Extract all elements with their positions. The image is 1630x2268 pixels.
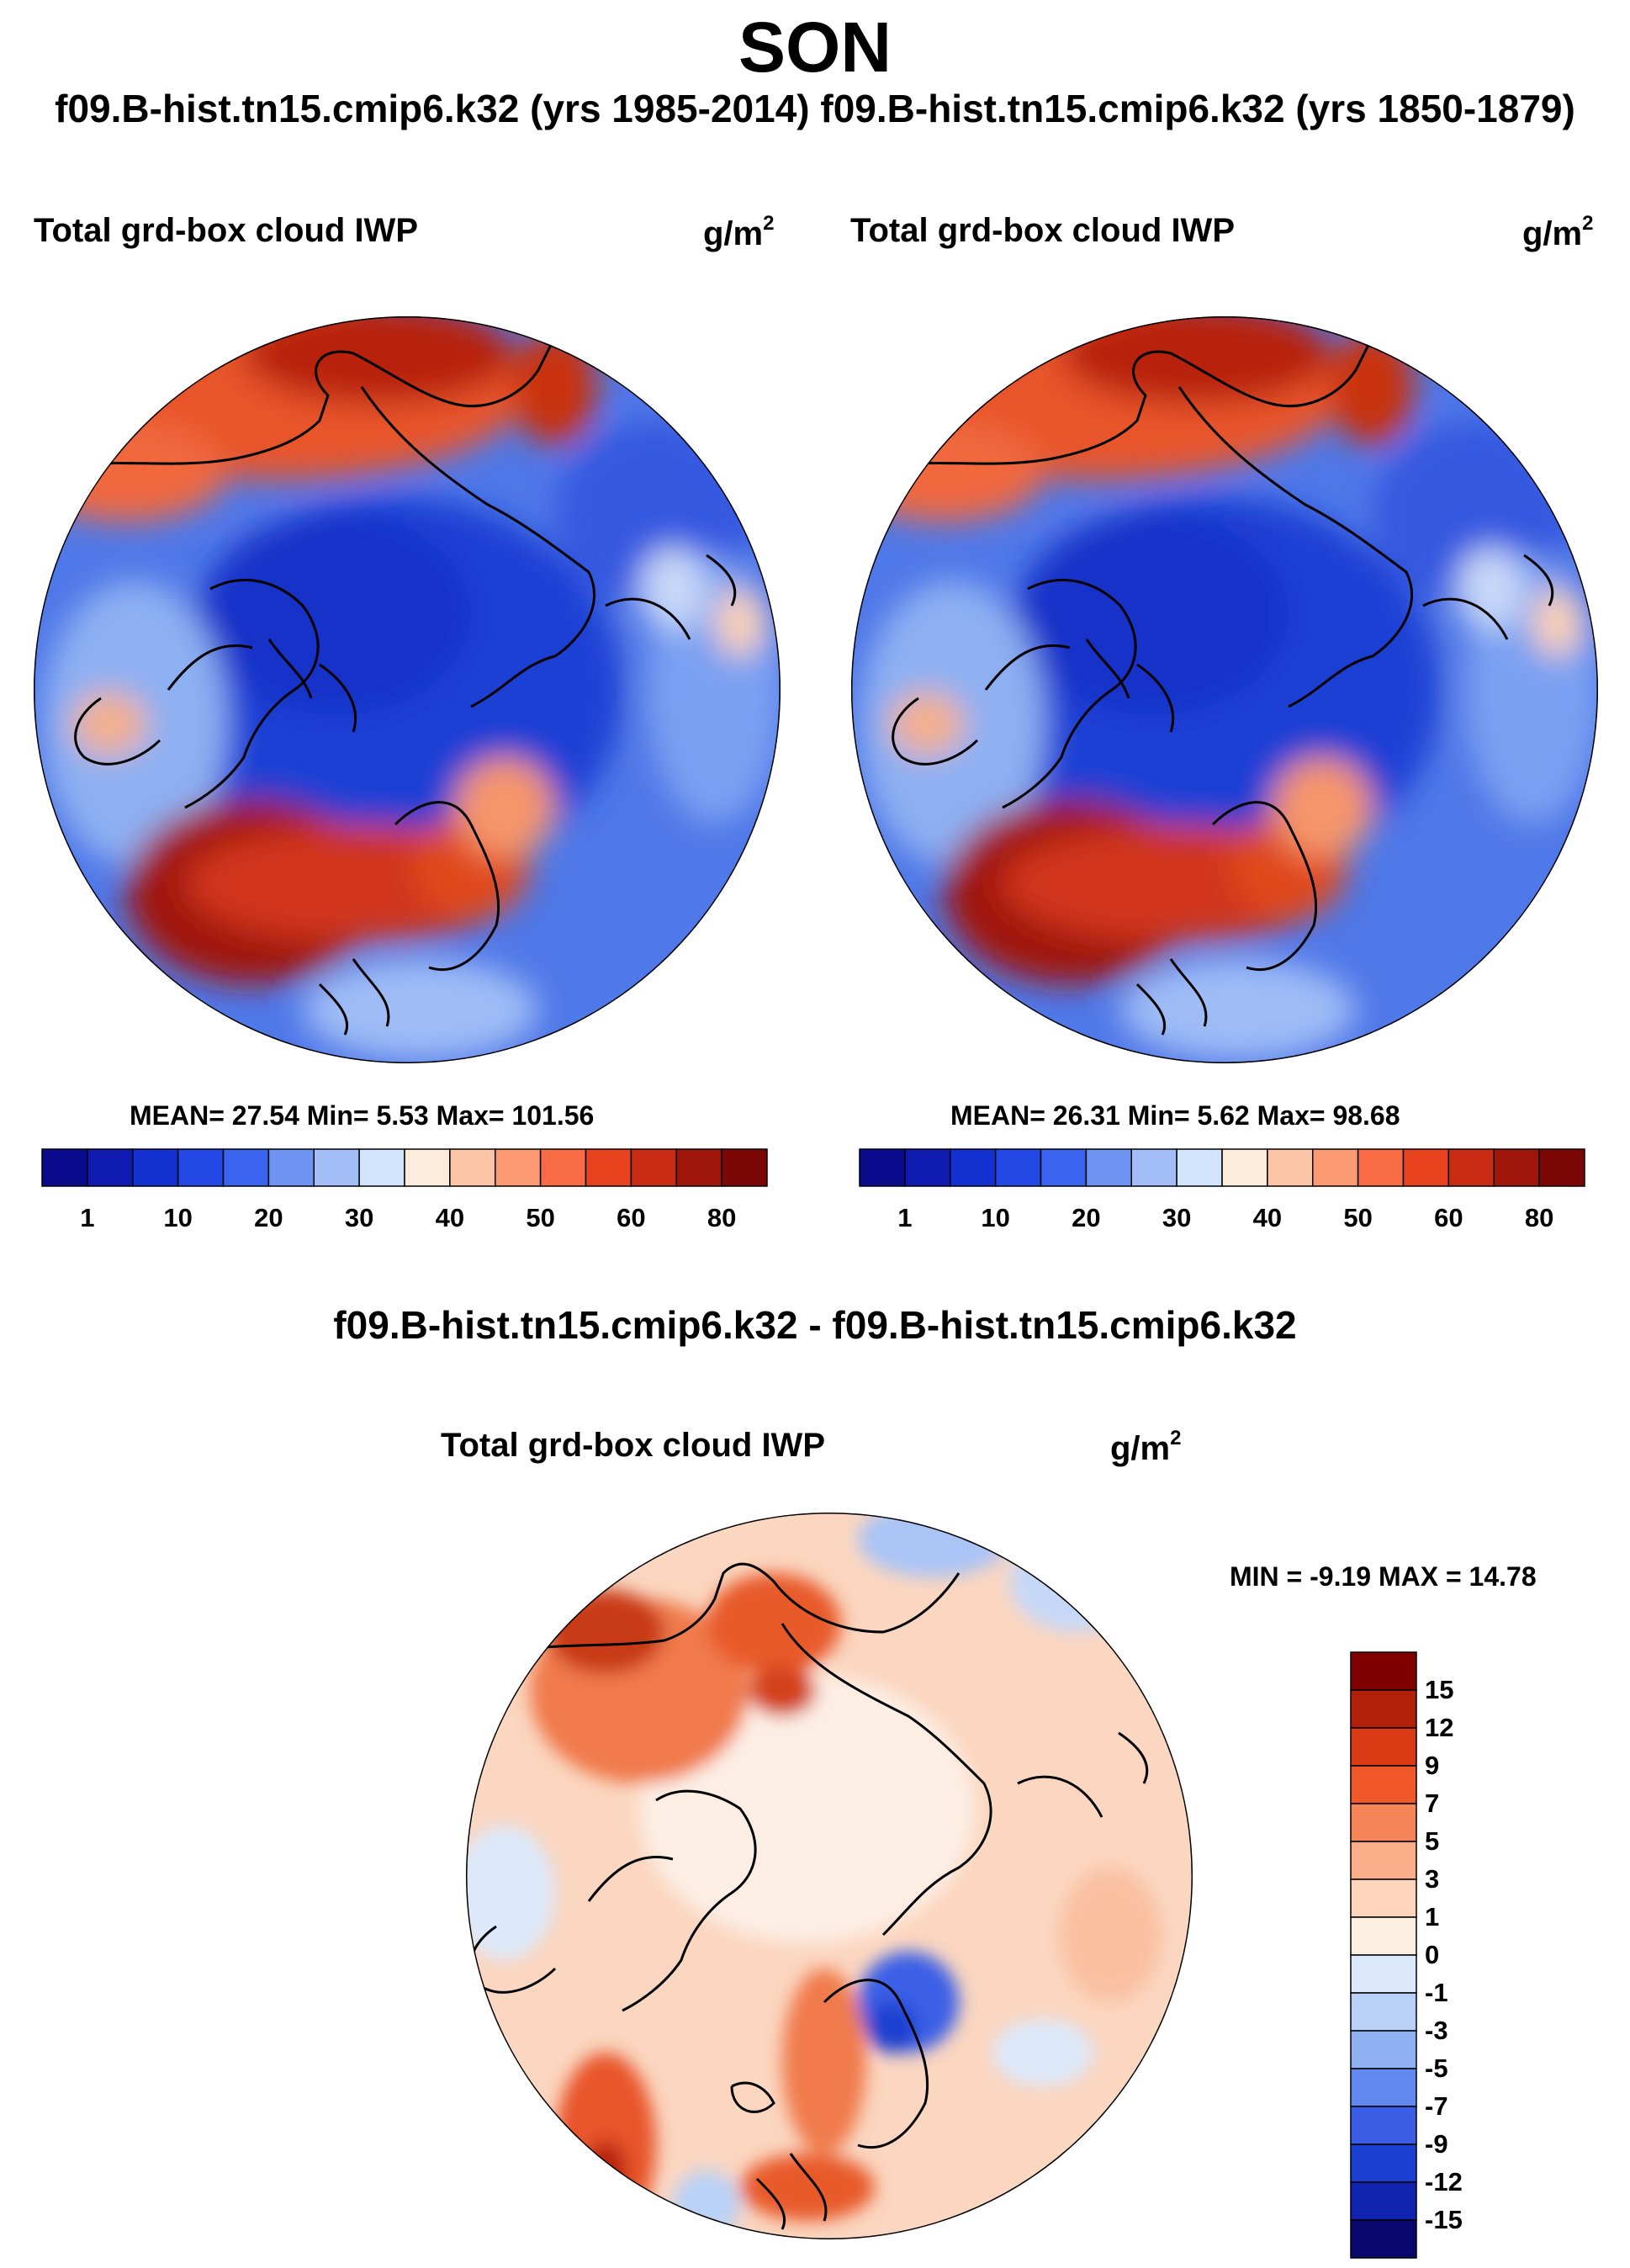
- colorbar-panel-2-label-1: 10: [981, 1203, 1010, 1232]
- colorbar-difference-label-3: 7: [1425, 1788, 1440, 1818]
- colorbar-panel-1-swatch-9: [449, 1148, 496, 1187]
- colorbar-panel-1-label-5: 50: [526, 1203, 555, 1232]
- colorbar-panel-2-swatch-3: [994, 1148, 1042, 1187]
- colorbar-difference-label-1: 12: [1425, 1713, 1454, 1742]
- colorbar-panel-1-label-7: 80: [707, 1203, 737, 1232]
- colorbar-difference-swatch-13: [1350, 2143, 1417, 2183]
- colorbar-panel-1-swatch-14: [675, 1148, 722, 1187]
- colorbar-panel-2-swatch-2: [950, 1148, 997, 1187]
- panel-1-variable: Total grd-box cloud IWP: [34, 212, 418, 249]
- panel-2-stats: MEAN= 26.31 Min= 5.62 Max= 98.68: [950, 1100, 1400, 1131]
- colorbar-difference-label-8: -1: [1425, 1978, 1448, 2007]
- colorbar-panel-1-swatch-5: [267, 1148, 315, 1187]
- colorbar-panel-2-swatch-11: [1357, 1148, 1405, 1187]
- colorbar-panel-1-swatch-13: [630, 1148, 677, 1187]
- colorbar-panel-1-label-6: 60: [617, 1203, 646, 1232]
- colorbar-panel-1-label-3: 30: [344, 1203, 374, 1232]
- colorbar-panel-1-swatch-11: [539, 1148, 587, 1187]
- colorbar-panel-1-swatch-0: [41, 1148, 88, 1187]
- colorbar-panel-1-swatch-8: [404, 1148, 451, 1187]
- colorbar-difference-label-12: -9: [1425, 2129, 1448, 2159]
- colorbar-panel-2-label-2: 20: [1072, 1203, 1101, 1232]
- colorbar-difference-swatch-11: [1350, 2068, 1417, 2107]
- colorbar-difference-label-13: -12: [1425, 2167, 1463, 2196]
- colorbar-difference-label-0: 15: [1425, 1675, 1454, 1704]
- colorbar-difference-swatch-1: [1350, 1689, 1417, 1729]
- colorbar-difference-swatch-10: [1350, 2030, 1417, 2069]
- colorbar-panel-2-label-7: 80: [1524, 1203, 1554, 1232]
- colorbar-panel-2-label-3: 30: [1162, 1203, 1192, 1232]
- colorbar-difference-swatch-8: [1350, 1954, 1417, 1994]
- colorbar-panel-1-swatch-10: [495, 1148, 542, 1187]
- difference-variable: Total grd-box cloud IWP: [441, 1427, 825, 1464]
- colorbar-panel-1-swatch-12: [585, 1148, 632, 1187]
- colorbar-panel-2-swatch-4: [1040, 1148, 1088, 1187]
- panel-2-variable: Total grd-box cloud IWP: [850, 212, 1235, 249]
- map-panel-difference: [466, 1513, 1193, 2239]
- colorbar-difference-swatch-2: [1350, 1727, 1417, 1767]
- colorbar-panel-2-swatch-7: [1176, 1148, 1223, 1187]
- colorbar-panel-2-swatch-1: [904, 1148, 951, 1187]
- case-titles: f09.B-hist.tn15.cmip6.k32 (yrs 1985-2014…: [55, 87, 1575, 130]
- colorbar-panel-1-swatch-4: [222, 1148, 270, 1187]
- colorbar-difference: [1350, 1651, 1417, 2259]
- colorbar-difference-swatch-5: [1350, 1841, 1417, 1880]
- colorbar-difference-swatch-3: [1350, 1765, 1417, 1804]
- map-panel-2: [851, 316, 1598, 1063]
- colorbar-panel-2-swatch-8: [1221, 1148, 1268, 1187]
- difference-title: f09.B-hist.tn15.cmip6.k32 - f09.B-hist.t…: [333, 1303, 1297, 1347]
- colorbar-difference-label-2: 9: [1425, 1751, 1440, 1780]
- colorbar-difference-swatch-0: [1350, 1651, 1417, 1691]
- colorbar-panel-2-label-6: 60: [1434, 1203, 1463, 1232]
- colorbar-panel-2-swatch-5: [1085, 1148, 1132, 1187]
- colorbar-panel-2: [859, 1148, 1585, 1187]
- colorbar-panel-2-label-5: 50: [1343, 1203, 1373, 1232]
- colorbar-panel-1-label-2: 20: [254, 1203, 283, 1232]
- colorbar-panel-1-swatch-7: [358, 1148, 405, 1187]
- colorbar-panel-2-swatch-13: [1447, 1148, 1495, 1187]
- colorbar-panel-1: [41, 1148, 768, 1187]
- colorbar-difference-swatch-7: [1350, 1916, 1417, 1956]
- colorbar-difference-label-7: 0: [1425, 1940, 1440, 1969]
- colorbar-difference-swatch-15: [1350, 2219, 1417, 2259]
- colorbar-panel-2-swatch-15: [1538, 1148, 1585, 1187]
- colorbar-difference-label-5: 3: [1425, 1864, 1440, 1894]
- colorbar-difference-label-6: 1: [1425, 1902, 1440, 1932]
- colorbar-difference-label-11: -7: [1425, 2091, 1448, 2121]
- colorbar-difference-label-14: -15: [1425, 2205, 1463, 2234]
- difference-units: g/m2: [1110, 1427, 1182, 1467]
- colorbar-difference-label-10: -5: [1425, 2053, 1448, 2083]
- colorbar-panel-2-swatch-9: [1267, 1148, 1314, 1187]
- colorbar-difference-swatch-14: [1350, 2181, 1417, 2221]
- panel-1-units: g/m2: [703, 212, 775, 252]
- colorbar-difference-swatch-12: [1350, 2106, 1417, 2145]
- season-title: SON: [738, 8, 892, 87]
- panel-2-units: g/m2: [1522, 212, 1594, 252]
- panel-1-stats: MEAN= 27.54 Min= 5.53 Max= 101.56: [130, 1100, 595, 1131]
- map-panel-1: [34, 316, 781, 1063]
- colorbar-panel-2-label-4: 40: [1252, 1203, 1283, 1232]
- colorbar-difference-swatch-9: [1350, 1992, 1417, 2032]
- colorbar-panel-2-swatch-12: [1402, 1148, 1450, 1187]
- colorbar-panel-1-swatch-3: [177, 1148, 225, 1187]
- colorbar-panel-1-label-4: 40: [435, 1203, 465, 1232]
- colorbar-difference-label-4: 5: [1425, 1826, 1440, 1856]
- colorbar-panel-1-swatch-2: [132, 1148, 179, 1187]
- colorbar-panel-1-swatch-1: [87, 1148, 134, 1187]
- colorbar-difference-swatch-6: [1350, 1879, 1417, 1918]
- colorbar-panel-1-swatch-6: [313, 1148, 360, 1187]
- difference-minmax: MIN = -9.19 MAX = 14.78: [1230, 1561, 1537, 1592]
- colorbar-difference-swatch-4: [1350, 1803, 1417, 1842]
- colorbar-panel-2-swatch-6: [1130, 1148, 1178, 1187]
- colorbar-panel-1-label-1: 10: [163, 1203, 193, 1232]
- colorbar-panel-2-label-0: 1: [897, 1203, 913, 1232]
- colorbar-panel-2-swatch-10: [1312, 1148, 1359, 1187]
- colorbar-panel-2-swatch-0: [859, 1148, 906, 1187]
- colorbar-panel-1-swatch-15: [721, 1148, 768, 1187]
- colorbar-panel-1-label-0: 1: [80, 1203, 95, 1232]
- colorbar-panel-2-swatch-14: [1493, 1148, 1540, 1187]
- colorbar-difference-label-9: -3: [1425, 2016, 1448, 2045]
